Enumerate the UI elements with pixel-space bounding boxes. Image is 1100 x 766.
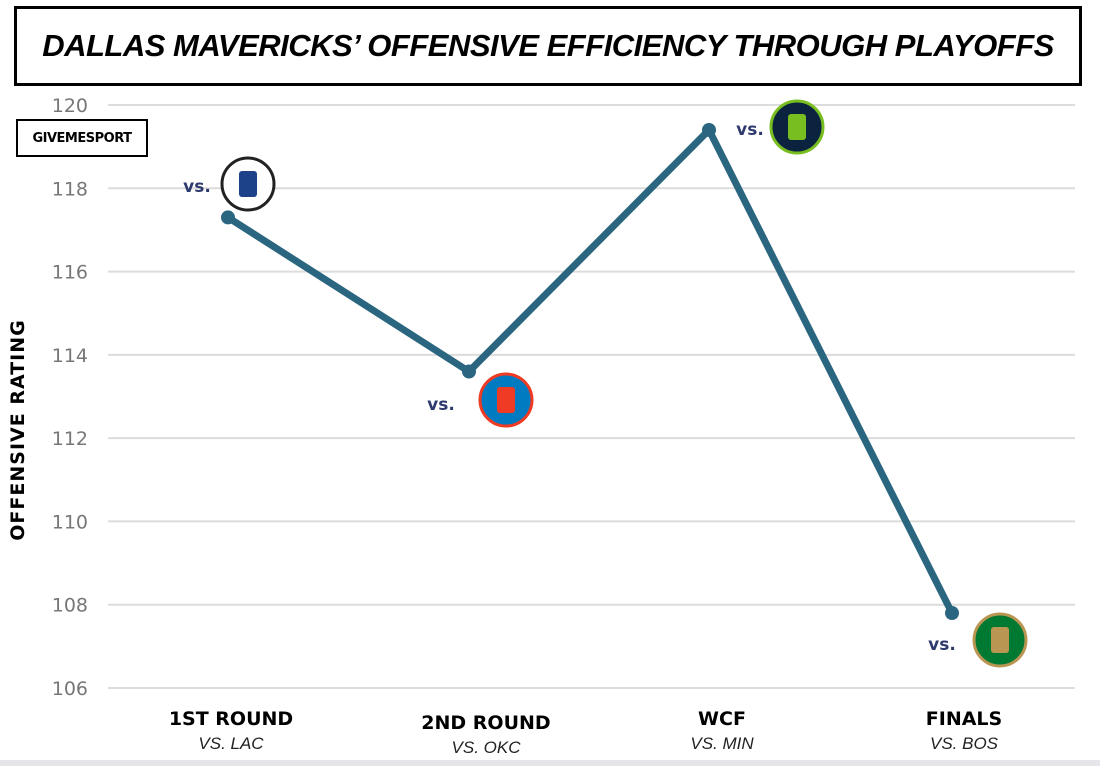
- x-tick-label: 2ND ROUND: [421, 712, 551, 734]
- x-category: FINALS VS. BOS: [926, 708, 1002, 754]
- okc-thunder-logo-icon: [478, 372, 534, 428]
- x-category: WCF VS. MIN: [690, 708, 753, 754]
- data-point: [221, 210, 235, 225]
- y-tick-label: 118: [52, 178, 88, 200]
- data-point: [462, 364, 476, 379]
- brand-logo: GIVEMESPORT: [16, 119, 148, 157]
- bottom-bar: [0, 760, 1100, 766]
- vs-annotation: vs.: [427, 395, 455, 415]
- x-tick-label: FINALS: [925, 708, 1003, 730]
- la-clippers-logo-icon: [220, 156, 276, 212]
- y-tick-label: 110: [52, 511, 88, 533]
- y-tick-label: 112: [52, 428, 88, 450]
- title-box: DALLAS MAVERICKS’ OFFENSIVE EFFICIENCY T…: [14, 6, 1082, 86]
- data-point: [702, 122, 716, 137]
- x-tick-label: WCF: [698, 708, 746, 730]
- y-tick-label: 106: [52, 678, 88, 700]
- x-subtick-label: VS. MIN: [690, 734, 754, 753]
- chart-title: DALLAS MAVERICKS’ OFFENSIVE EFFICIENCY T…: [42, 28, 1054, 63]
- minnesota-timberwolves-logo-icon: [769, 99, 825, 155]
- y-tick-label: 120: [52, 95, 88, 117]
- x-tick-label: 1ST ROUND: [168, 708, 294, 730]
- y-tick-label: 116: [52, 262, 88, 284]
- series-line: [224, 126, 956, 617]
- data-point: [945, 606, 959, 621]
- y-tick-label: 114: [52, 345, 88, 367]
- vs-annotation: vs.: [736, 120, 764, 140]
- vs-annotation: vs.: [183, 177, 211, 197]
- x-subtick-label: VS. LAC: [198, 734, 264, 753]
- x-category: 2ND ROUND VS. OKC: [421, 712, 550, 758]
- x-category: 1ST ROUND VS. LAC: [169, 708, 293, 754]
- boston-celtics-logo-icon: [972, 612, 1028, 668]
- y-tick-label: 108: [52, 595, 88, 617]
- x-subtick-label: VS. BOS: [929, 734, 999, 753]
- x-subtick-label: VS. OKC: [451, 738, 521, 757]
- vs-annotation: vs.: [928, 635, 956, 655]
